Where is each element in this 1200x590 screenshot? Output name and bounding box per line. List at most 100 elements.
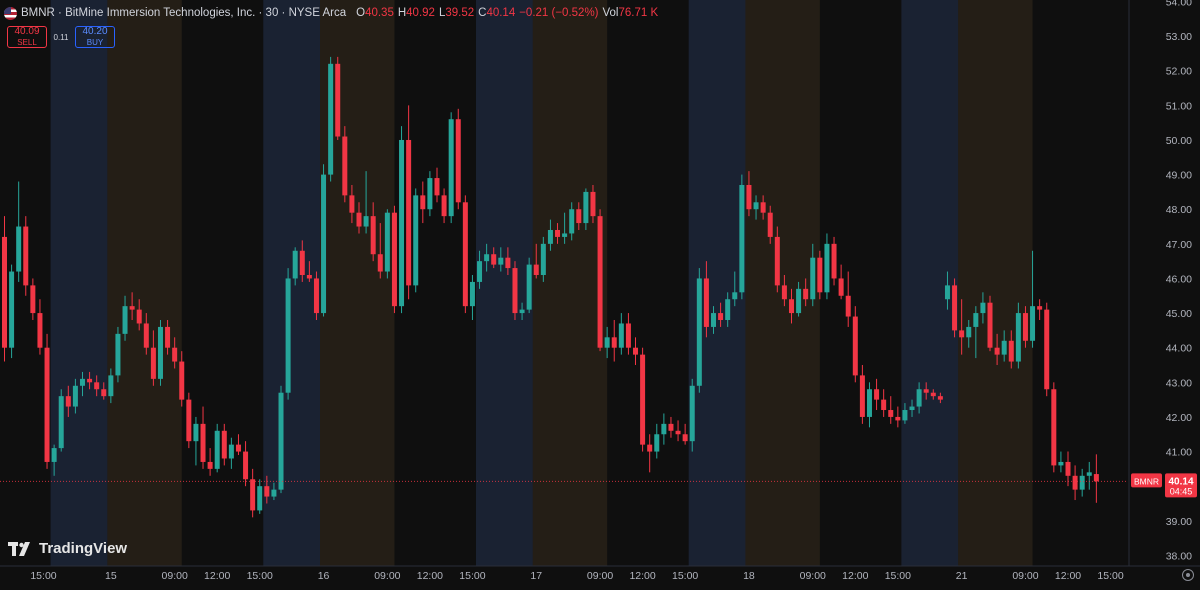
candle-body — [909, 406, 915, 411]
price-tick-label: 42.00 — [1166, 412, 1192, 424]
candle-body — [498, 257, 504, 265]
trade-buttons: 40.09 SELL 0.11 40.20 BUY — [7, 26, 115, 48]
candle-body — [200, 423, 206, 462]
price-tick-label: 41.00 — [1166, 447, 1192, 459]
candle-body — [625, 323, 631, 348]
candle-body — [1072, 475, 1078, 490]
price-tick-label: 45.00 — [1166, 308, 1192, 320]
candle-body — [65, 396, 71, 407]
time-axis: 15:00 15 09:00 12:00 15:00 16 09:00 12:00 15:00 1… — [0, 565, 1200, 582]
candle-body — [569, 209, 575, 234]
open-key: O — [356, 7, 366, 19]
premarket-band — [50, 0, 111, 566]
candle-body — [682, 434, 688, 442]
time-tick-label: 15 — [105, 570, 117, 582]
candle-body — [526, 264, 532, 310]
afterhours-band — [745, 0, 820, 566]
symbol-legend: BMNR · BitMine Immersion Technologies, I… — [4, 4, 658, 22]
candle-body — [796, 288, 802, 314]
price-tick-label: 47.00 — [1166, 239, 1192, 251]
price-tick-label: 54.00 — [1166, 0, 1192, 9]
candle-body — [250, 479, 256, 511]
candle-body — [299, 250, 305, 275]
candle-body — [462, 202, 468, 307]
time-tick-label: 17 — [530, 570, 542, 582]
price-tick-label: 39.00 — [1166, 516, 1192, 528]
candle-body — [243, 451, 249, 480]
afterhours-band — [107, 0, 182, 566]
time-tick-label: 09:00 — [1012, 570, 1038, 582]
candle-body — [852, 316, 858, 376]
candle-body — [633, 347, 639, 355]
candle-body — [888, 410, 894, 417]
candle-body — [533, 264, 539, 275]
candle-body — [661, 423, 667, 435]
close-key: C — [478, 7, 487, 19]
candle-body — [604, 337, 610, 348]
candle-body — [448, 119, 454, 217]
candles — [2, 56, 1099, 518]
candle-body — [1065, 461, 1071, 476]
candle-body — [881, 399, 887, 411]
candle-body — [108, 375, 114, 397]
candle-body — [597, 216, 603, 348]
candle-body — [781, 285, 787, 300]
candle-body — [58, 396, 64, 449]
candle-body — [1037, 306, 1043, 310]
candle-body — [654, 434, 660, 452]
candle-body — [774, 236, 780, 286]
candle-body — [477, 261, 483, 282]
candle-body — [987, 302, 993, 348]
session-bands — [50, 0, 1033, 566]
price-tick-label: 43.00 — [1166, 377, 1192, 389]
symbol-title[interactable]: BMNR · BitMine Immersion Technologies, I… — [21, 7, 347, 19]
candle-body — [313, 278, 319, 314]
open-value: 40.35 — [365, 7, 394, 19]
time-tick-label: 09:00 — [587, 570, 613, 582]
candle-body — [87, 378, 93, 383]
candle-body — [732, 292, 738, 300]
candle-body — [143, 323, 149, 348]
candle-body — [696, 278, 702, 386]
candle-body — [838, 278, 844, 296]
candle-body — [9, 271, 15, 348]
candle-body — [44, 347, 50, 462]
premarket-band — [475, 0, 537, 566]
candle-body — [1030, 306, 1036, 341]
candle-body — [179, 361, 185, 400]
candle-body — [292, 250, 298, 279]
candle-body — [186, 399, 192, 442]
time-tick-label: 09:00 — [162, 570, 188, 582]
buy-button[interactable]: 40.20 BUY — [75, 26, 115, 48]
candle-body — [824, 243, 830, 293]
spread-value: 0.11 — [53, 32, 69, 42]
candle-body — [115, 333, 121, 376]
candle-body — [207, 461, 213, 469]
candle-body — [335, 63, 341, 137]
time-tick-label: 15:00 — [459, 570, 485, 582]
candle-body — [356, 212, 362, 227]
sell-label: SELL — [17, 38, 37, 47]
afterhours-band — [958, 0, 1033, 566]
candle-body — [725, 299, 731, 321]
candle-body — [583, 191, 589, 224]
candle-body — [51, 448, 57, 462]
candle-body — [391, 212, 397, 307]
candle-body — [264, 486, 270, 497]
last-price-symbol: BMNR — [1134, 476, 1159, 486]
candle-body — [859, 375, 865, 417]
change-value: −0.21 (−0.52%) — [519, 7, 599, 19]
settings-gear-icon[interactable] — [1182, 569, 1194, 581]
candle-body — [675, 430, 681, 435]
time-tick-label: 15:00 — [672, 570, 698, 582]
candle-body — [16, 226, 22, 272]
candle-body — [370, 216, 376, 255]
tradingview-logo[interactable]: TradingView — [8, 540, 127, 557]
candle-body — [711, 313, 716, 327]
candle-body — [377, 254, 383, 272]
candle-body — [739, 184, 745, 293]
sell-button[interactable]: 40.09 SELL — [7, 26, 47, 48]
candle-body — [441, 195, 447, 217]
